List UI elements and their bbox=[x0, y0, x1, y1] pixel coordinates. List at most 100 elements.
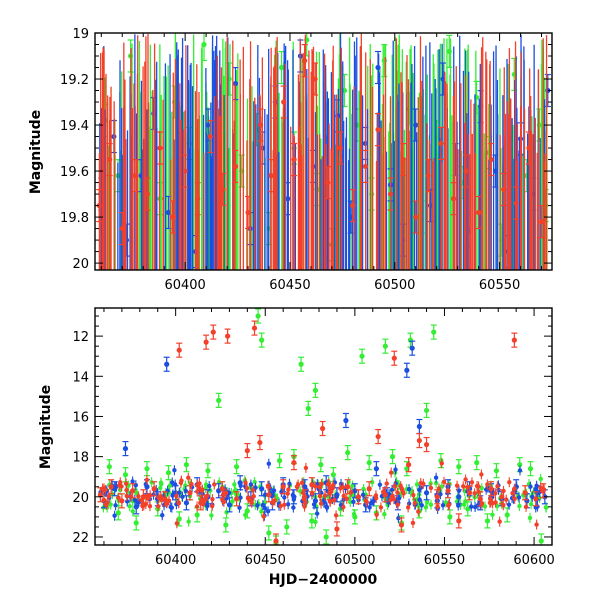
data-point bbox=[138, 173, 144, 179]
data-point bbox=[302, 58, 308, 64]
bottom-band-point bbox=[324, 505, 330, 510]
data-point bbox=[132, 173, 138, 179]
bottom-band-point bbox=[158, 485, 163, 491]
data-point bbox=[330, 472, 336, 478]
data-point bbox=[456, 494, 462, 500]
data-point bbox=[527, 466, 534, 472]
data-point bbox=[499, 494, 505, 500]
data-point bbox=[450, 196, 457, 202]
bottom-band-point bbox=[534, 522, 539, 527]
bottom-band-point bbox=[360, 492, 366, 497]
bottom-band-point bbox=[174, 493, 179, 499]
bottom-band-point bbox=[105, 500, 110, 506]
bottom-band-point bbox=[136, 494, 141, 499]
bottom-band-point bbox=[382, 512, 387, 517]
data-point bbox=[413, 214, 419, 220]
bottom-band-point bbox=[456, 503, 461, 508]
data-point bbox=[305, 405, 311, 412]
bottom-band-point bbox=[176, 500, 181, 505]
data-point bbox=[488, 156, 494, 163]
data-point bbox=[144, 191, 151, 197]
bottom-band-point bbox=[390, 493, 395, 499]
bottom-band-point bbox=[127, 504, 132, 509]
top-panel-frame bbox=[94, 32, 553, 271]
bottom-band-point bbox=[170, 493, 175, 498]
data-point bbox=[538, 538, 544, 544]
bottom-band-point bbox=[317, 484, 322, 490]
bottom-band-point bbox=[168, 504, 173, 510]
y-tick-label: 18 bbox=[72, 451, 89, 466]
bottom-band-point bbox=[205, 493, 210, 499]
bottom-band-point bbox=[265, 483, 271, 488]
bottom-band-point bbox=[244, 486, 250, 491]
data-point bbox=[107, 156, 113, 163]
y-tick-label: 16 bbox=[72, 410, 89, 425]
data-point bbox=[251, 325, 258, 331]
bottom-band-point bbox=[433, 475, 439, 480]
data-point bbox=[404, 367, 410, 373]
x-tick-label: 60450 bbox=[245, 553, 286, 568]
bottom-band-point bbox=[374, 512, 379, 517]
bottom-band-point bbox=[136, 500, 141, 505]
bottom-band-point bbox=[260, 502, 266, 508]
bottom-band-point bbox=[282, 502, 287, 508]
bottom-band-point bbox=[246, 496, 251, 501]
data-point bbox=[210, 329, 216, 335]
bottom-band-point bbox=[516, 495, 522, 500]
bottom-band-point bbox=[395, 502, 401, 507]
bottom-band-point bbox=[262, 506, 268, 511]
y-tick-label: 19.4 bbox=[60, 119, 89, 134]
data-point bbox=[425, 173, 431, 179]
bottom-band-point bbox=[278, 503, 283, 509]
data-point bbox=[273, 538, 279, 544]
bottom-panel-xlabel: HJD−2400000 bbox=[269, 572, 378, 588]
bottom-band-point bbox=[469, 504, 474, 509]
bottom-band-point bbox=[461, 484, 466, 489]
bottom-band-point bbox=[282, 495, 287, 500]
bottom-band-point bbox=[223, 490, 229, 496]
bottom-band-point bbox=[100, 486, 105, 491]
bottom-band-point bbox=[251, 494, 256, 499]
data-point bbox=[194, 512, 200, 518]
bottom-band-point bbox=[393, 467, 398, 472]
bottom-band-point bbox=[399, 486, 404, 491]
bottom-band-point bbox=[472, 504, 478, 510]
data-point bbox=[233, 496, 240, 502]
data-point bbox=[157, 145, 163, 151]
bottom-band-point bbox=[384, 481, 389, 486]
data-point bbox=[389, 454, 396, 460]
bottom-band-point bbox=[443, 500, 449, 505]
bottom-band-point bbox=[272, 498, 278, 503]
data-point bbox=[533, 496, 539, 502]
data-point bbox=[133, 504, 139, 510]
data-point bbox=[237, 480, 243, 486]
bottom-band-point bbox=[195, 482, 200, 488]
data-point bbox=[291, 494, 297, 500]
data-point bbox=[477, 496, 483, 502]
bottom-band-point bbox=[205, 503, 210, 509]
top-series-red bbox=[96, 33, 548, 270]
data-point bbox=[456, 518, 462, 524]
bottom-band-point bbox=[117, 483, 122, 488]
bottom-band-point bbox=[177, 490, 182, 496]
bottom-band-point bbox=[318, 501, 324, 506]
data-point bbox=[259, 337, 265, 343]
bottom-band-point bbox=[108, 502, 113, 507]
bottom-band-point bbox=[378, 505, 384, 510]
y-tick-label: 19 bbox=[72, 27, 89, 42]
bottom-band-point bbox=[220, 497, 225, 502]
bottom-band-point bbox=[346, 479, 351, 485]
data-point bbox=[320, 425, 326, 432]
data-point bbox=[438, 140, 444, 147]
bottom-band-point bbox=[338, 486, 343, 491]
bottom-band-point bbox=[124, 487, 129, 493]
bottom-band-point bbox=[186, 519, 191, 524]
x-tick-label: 60400 bbox=[155, 553, 196, 568]
data-point bbox=[540, 488, 546, 494]
data-point bbox=[522, 490, 528, 496]
bottom-band-point bbox=[286, 487, 291, 492]
data-point bbox=[352, 514, 358, 520]
bottom-band-point bbox=[160, 513, 165, 518]
bottom-band-point bbox=[285, 502, 291, 507]
bottom-band-point bbox=[395, 490, 400, 495]
